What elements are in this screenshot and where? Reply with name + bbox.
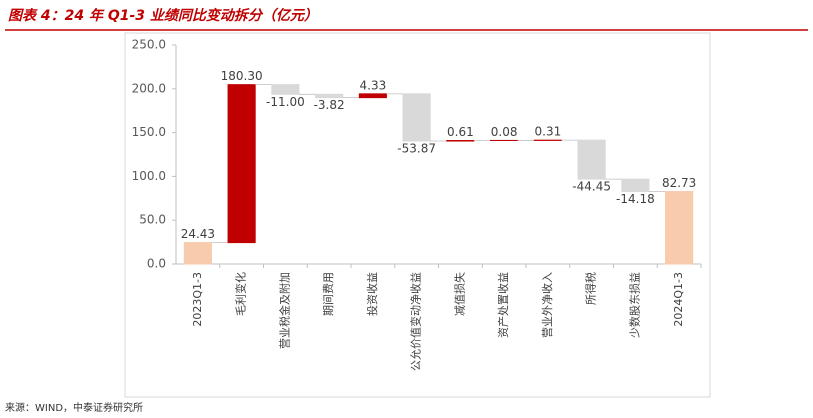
- value-label: 180.30: [221, 69, 263, 83]
- source-note: 来源：WIND，中泰证券研究所: [5, 401, 143, 414]
- y-tick-label: 0.0: [147, 257, 166, 271]
- y-tick-label: 100.0: [132, 169, 166, 183]
- bar: [316, 94, 343, 97]
- y-tick-label: 50.0: [139, 213, 166, 227]
- value-label: -3.82: [314, 98, 345, 112]
- x-tick-label: 少数股东损益: [627, 272, 641, 338]
- value-label: 4.33: [360, 78, 387, 92]
- y-tick-label: 250.0: [132, 38, 166, 52]
- bar: [228, 85, 255, 243]
- value-label: 0.31: [535, 125, 562, 139]
- value-label: 0.61: [447, 125, 474, 139]
- x-tick-label: 营业外净收入: [540, 272, 554, 338]
- bar: [622, 179, 649, 191]
- bar: [447, 141, 474, 142]
- x-tick-label: 毛利变化: [234, 272, 248, 316]
- value-label: -11.00: [266, 95, 305, 109]
- x-tick-label: 期间费用: [322, 272, 335, 316]
- value-label: 0.08: [491, 125, 518, 139]
- x-tick-label: 2024Q1-3: [672, 272, 685, 327]
- bar: [272, 85, 299, 95]
- value-label: 24.43: [181, 227, 215, 241]
- x-tick-label: 投资收益: [365, 272, 379, 316]
- chart-title: 图表 4：24 年 Q1-3 业绩同比变动拆分（亿元）: [8, 7, 318, 24]
- value-label: -44.45: [572, 180, 611, 194]
- bar: [578, 140, 605, 179]
- bar: [184, 243, 211, 264]
- value-label: -14.18: [616, 192, 655, 206]
- value-label: 82.73: [662, 176, 696, 190]
- bar: [666, 192, 693, 264]
- x-tick-label: 所得税: [584, 272, 598, 305]
- x-tick-label: 减值损失: [452, 272, 466, 316]
- x-tick-label: 资产处置收益: [496, 272, 510, 338]
- bar: [403, 94, 430, 141]
- x-tick-label: 2023Q1-3: [191, 272, 204, 327]
- x-tick-label: 营业税金及附加: [277, 272, 291, 349]
- y-tick-label: 150.0: [132, 125, 166, 139]
- y-tick-label: 200.0: [132, 81, 166, 95]
- x-tick-label: 公允价值变动净收益: [409, 272, 423, 371]
- bar: [359, 94, 386, 98]
- value-label: -53.87: [397, 142, 436, 156]
